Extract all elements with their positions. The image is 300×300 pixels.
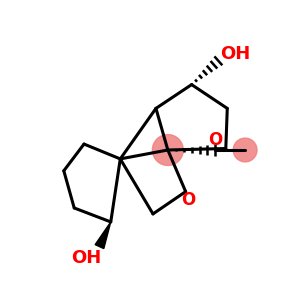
- Text: O: O: [182, 191, 196, 209]
- Polygon shape: [95, 222, 111, 249]
- Circle shape: [233, 138, 257, 162]
- Text: OH: OH: [220, 45, 251, 63]
- Text: O: O: [208, 130, 222, 148]
- Text: OH: OH: [71, 250, 101, 268]
- Circle shape: [152, 134, 183, 166]
